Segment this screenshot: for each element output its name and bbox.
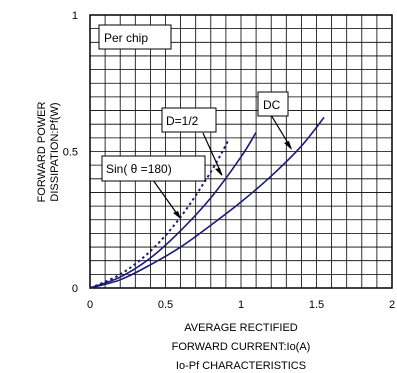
- series-group: [89, 116, 325, 289]
- x-axis-title-line-2: FORWARD CURRENT:Io(A): [172, 341, 311, 353]
- annotation-label-d-half: D=1/2: [166, 114, 199, 128]
- x-tick-label: 0: [87, 299, 93, 311]
- chart-caption: Io-Pf CHARACTERISTICS: [176, 360, 306, 372]
- x-tick-label: 0.5: [158, 299, 173, 311]
- series-line-d-1-2: [89, 131, 257, 289]
- annotation-label-per-chip: Per chip: [104, 31, 148, 45]
- y-tick-label: 1: [72, 10, 78, 22]
- y-axis-title-line-1: FORWARD POWER: [36, 102, 48, 203]
- annotation-box-d-half: [161, 107, 217, 133]
- y-axis-title: FORWARD POWER DISSIPATION:Pf(W): [36, 102, 61, 203]
- annotation-d-half: D=1/2: [161, 107, 223, 176]
- y-tick-label: 0.5: [63, 147, 78, 159]
- y-tick-label: 0: [72, 283, 78, 295]
- annotation-arrowhead-dc: [284, 141, 292, 150]
- plot-area-frame: [89, 14, 393, 289]
- annotation-arrow-d-half: [202, 132, 223, 176]
- x-tick-label: 2: [389, 299, 395, 311]
- annotation-arrowhead-sin: [173, 211, 181, 219]
- x-axis-title-line-1: AVERAGE RECTIFIED: [184, 322, 298, 334]
- x-tick-label: 1.5: [309, 299, 324, 311]
- annotation-label-dc: DC: [263, 98, 281, 112]
- annotation-arrowhead-d-half: [215, 168, 222, 176]
- annotation-per-chip: Per chip: [98, 24, 172, 50]
- annotation-box-dc: [257, 91, 289, 117]
- annotation-sin: Sin( θ =180): [101, 155, 206, 219]
- y-axis-title-line-2: DISSIPATION:Pf(W): [49, 102, 61, 201]
- grid-lines: [90, 15, 392, 288]
- annotation-label-sin: Sin( θ =180): [106, 162, 172, 176]
- tick-labels: 0 0.5 1 1.5 2 0 0.5 1: [63, 10, 395, 311]
- annotation-box-sin: [101, 155, 206, 182]
- annotation-dc: DC: [257, 91, 292, 150]
- annotation-box-per-chip: [98, 24, 172, 50]
- series-line-dc: [89, 116, 325, 289]
- annotation-arrow-sin: [152, 179, 181, 219]
- x-tick-label: 1: [238, 299, 244, 311]
